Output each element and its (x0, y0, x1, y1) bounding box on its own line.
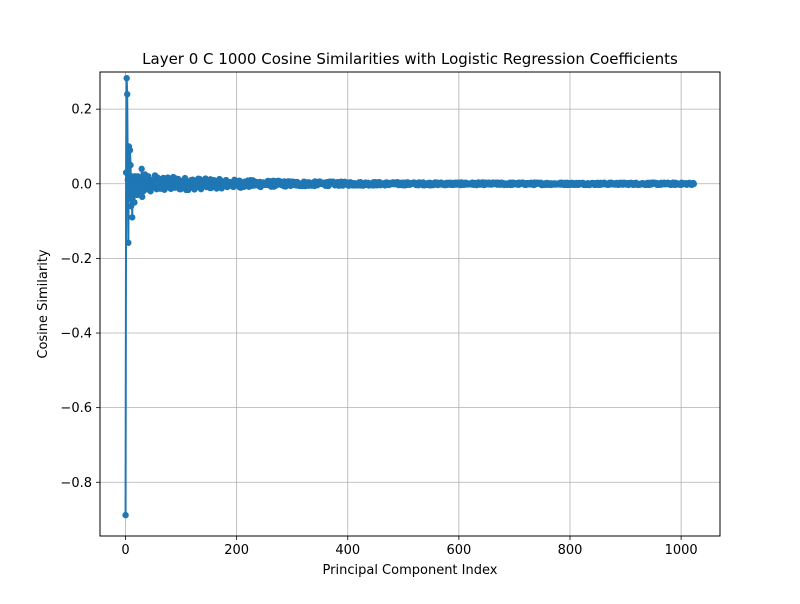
data-point (131, 199, 138, 206)
y-axis: 0.2 0.0 −0.2 −0.4 −0.6 −0.8 (60, 103, 100, 491)
plot-frame (99, 71, 721, 537)
y-tick-label: 0.2 (71, 103, 92, 118)
data-point (122, 169, 130, 176)
data-point (126, 147, 134, 154)
data-point (123, 74, 130, 82)
y-tick-label: −0.4 (60, 327, 92, 342)
y-tick-label: −0.8 (60, 476, 92, 491)
data-point (125, 239, 132, 246)
data-point (122, 511, 129, 519)
x-axis-label: Principal Component Index (323, 563, 498, 578)
y-tick-label: −0.2 (60, 252, 92, 267)
x-tick-label: 200 (224, 543, 249, 558)
chart-title: Layer 0 C 1000 Cosine Similarities with … (142, 50, 678, 68)
data-point (139, 193, 146, 201)
y-tick-label: −0.6 (60, 401, 92, 416)
data-point (124, 91, 131, 98)
x-tick-label: 400 (335, 543, 360, 558)
data-point (690, 180, 698, 188)
x-tick-label: 800 (558, 543, 583, 558)
x-tick-label: 600 (446, 543, 471, 558)
grid-layer (100, 72, 720, 536)
data-point (129, 214, 136, 221)
x-tick-label: 0 (121, 543, 129, 558)
x-tick-label: 1000 (665, 543, 698, 558)
data-point (127, 161, 134, 169)
series-layer (122, 74, 698, 519)
y-axis-label: Cosine Similarity (36, 249, 51, 359)
data-point (138, 165, 145, 173)
y-tick-label: 0.0 (71, 177, 92, 192)
x-axis: 0 200 400 600 800 1000 (121, 536, 698, 558)
